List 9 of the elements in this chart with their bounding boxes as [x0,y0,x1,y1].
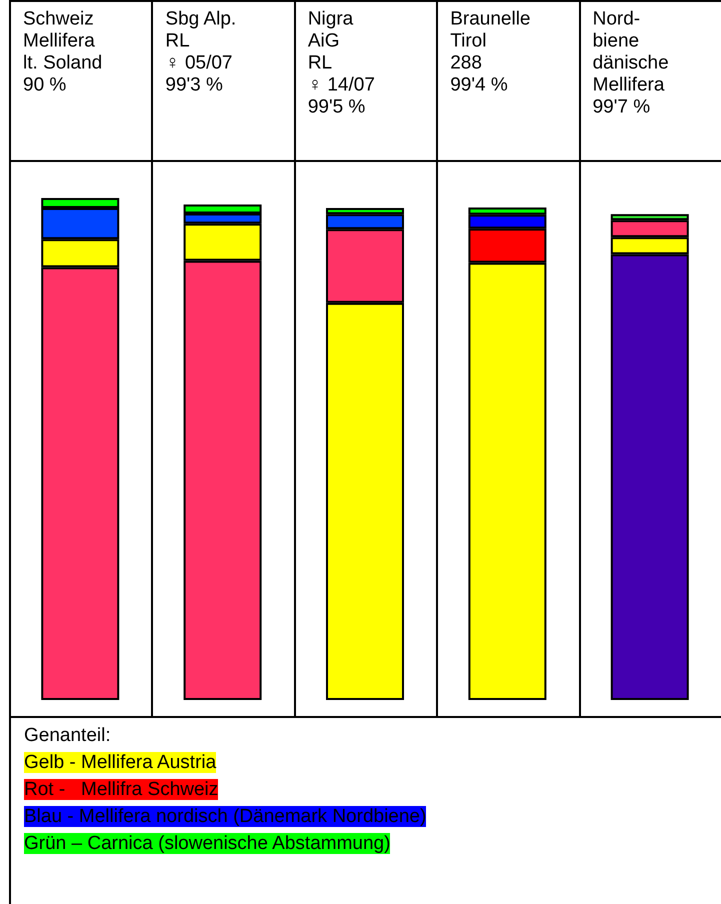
text: Rot - Mellifra Schweiz [24,779,218,800]
text: Blau - Mellifera nordisch (Dänemark Nordbiene) [24,806,426,827]
x-tick-label: Braunelle Tirol 288 99'4 % [450,8,530,96]
legend-title: Genanteil: [24,724,112,748]
x-tick-label: Nigra AiG RL ♀ 14/07 99'5 % [308,8,375,118]
text: Grün – Carnica (slowenische Abstammung) [24,833,390,854]
x-tick-label: Schweiz Mellifera lt. Soland 90 % [23,8,102,96]
x-tick-label: Nord- biene dänische Mellifera 99'7 % [592,8,669,118]
x-tick-label: Sbg Alp. RL ♀ 05/07 99'3 % [165,8,236,96]
